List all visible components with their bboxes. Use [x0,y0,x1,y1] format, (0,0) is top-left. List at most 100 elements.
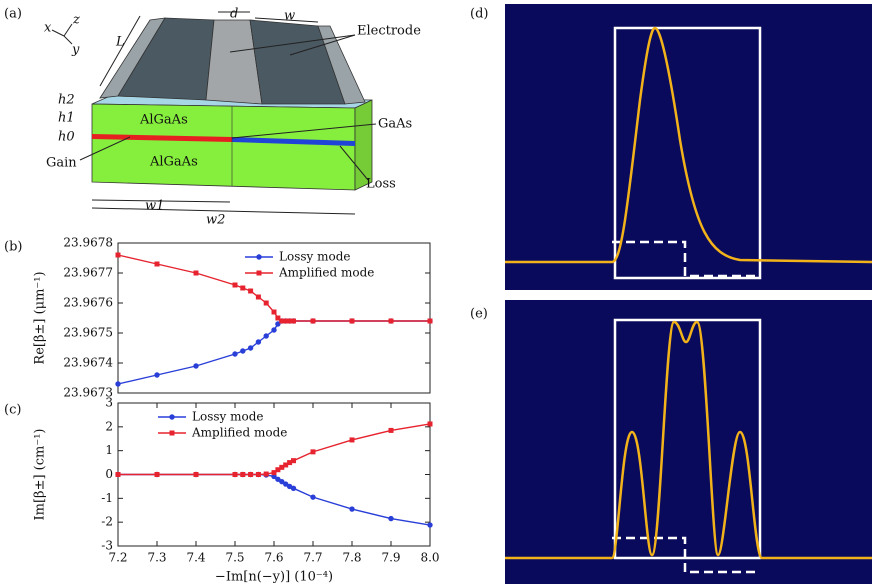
marker [115,381,121,387]
loss-layer [232,137,355,146]
y-tick-label: 2 [105,419,113,433]
axis-arrow [63,35,73,45]
marker [193,363,199,369]
marker [349,318,355,324]
marker [427,421,433,427]
index-profile [613,26,762,280]
marker [240,285,246,291]
panel-label: (a) [4,7,22,22]
y-tick-label: -2 [101,515,113,529]
marker [240,472,246,477]
y-tick-label: 23.9678 [63,236,113,250]
marker [349,506,355,512]
series-line [118,473,431,526]
marker [154,261,160,267]
marker [310,494,316,500]
profile-panel [505,300,872,584]
marker [275,467,281,473]
dim-line [99,15,141,87]
marker [291,318,296,324]
marker [255,472,261,477]
loss-profile [612,240,760,278]
axis-label: x [44,21,52,36]
x-tick-label: 7.8 [342,551,361,565]
y-tick-label: 23.9677 [63,266,113,280]
marker [427,522,433,528]
y-tick-label: 1 [105,443,113,457]
x-axis-label: −Im[n(−y)] (10⁻⁴) [215,570,333,584]
marker [247,345,254,351]
panel-label: (c) [4,403,21,418]
axis-arrow [51,29,65,37]
mode-intensity [505,320,872,560]
axis-label: y [71,43,80,58]
chart: (c) -3 -2 -1 0 1 2 3 7.2 7.3 7.4 7.5 7.6 7.7 7.8 7.9 8.0… [4,396,440,584]
marker [283,462,289,468]
legend-marker [256,270,262,276]
y-tick-label: 23.9676 [63,296,113,310]
panel-label: (d) [470,7,488,22]
y-axis-label: Im[β±] (cm⁻¹) [33,429,48,521]
legend-label: Amplified mode [278,266,374,280]
y-tick-label: -1 [101,491,113,505]
marker [279,464,285,470]
gain-layer [92,134,232,142]
marker [287,460,293,466]
dim-label: d [230,7,238,22]
mode-intensity [505,26,872,264]
legend-label: Amplified mode [191,426,287,440]
y-tick-label: 23.9674 [63,356,113,370]
dim-line [91,199,231,203]
y-tick-label: 0 [105,467,113,481]
callout: Loss [366,177,396,192]
marker [275,321,281,327]
marker [271,470,277,476]
callout: Gain [46,156,77,171]
x-tick-label: 7.6 [264,551,283,565]
marker [115,252,121,258]
callout: GaAs [378,117,412,132]
marker [275,315,281,321]
dim-label: w1 [145,199,164,214]
marker [271,309,277,315]
marker [248,472,254,477]
panel-label: (e) [470,307,488,322]
dim-label: w [284,9,295,24]
marker [290,485,297,492]
pointer [339,145,369,181]
marker [263,471,269,477]
y-axis-label: Re[β±] (μm⁻¹) [33,271,48,364]
legend-marker [256,254,262,260]
marker [287,318,293,324]
y-tick-label: 23.9673 [63,386,113,400]
legend-marker [169,414,175,420]
index-profile [613,318,762,560]
marker [232,472,238,477]
x-tick-label: 7.4 [186,551,205,565]
marker [283,481,289,487]
marker [255,294,261,300]
pointer [229,34,356,53]
legend-label: Lossy mode [192,410,264,424]
layer-label: AlGaAs [139,113,188,128]
marker [263,300,269,306]
y-tick-label: -3 [101,539,113,553]
marker [275,476,281,482]
series-line [117,254,430,322]
chart: (b) 23.9673 23.9674 23.9675 23.9676 23.9677 23… [4,236,433,400]
marker [283,318,289,324]
x-tick-label: 7.5 [225,551,244,565]
marker [279,478,285,485]
dim-label: w2 [206,213,225,228]
marker [310,449,316,455]
dim-label: h1 [58,111,75,126]
dim-line [254,17,319,23]
axis-arrow [63,23,73,37]
marker [427,318,433,324]
marker [232,351,238,357]
marker [388,318,394,324]
marker [291,458,296,464]
layer-label: AlGaAs [149,155,198,170]
marker [310,318,316,324]
device-diagram: (a) x z y L d w Electrod [4,7,421,228]
